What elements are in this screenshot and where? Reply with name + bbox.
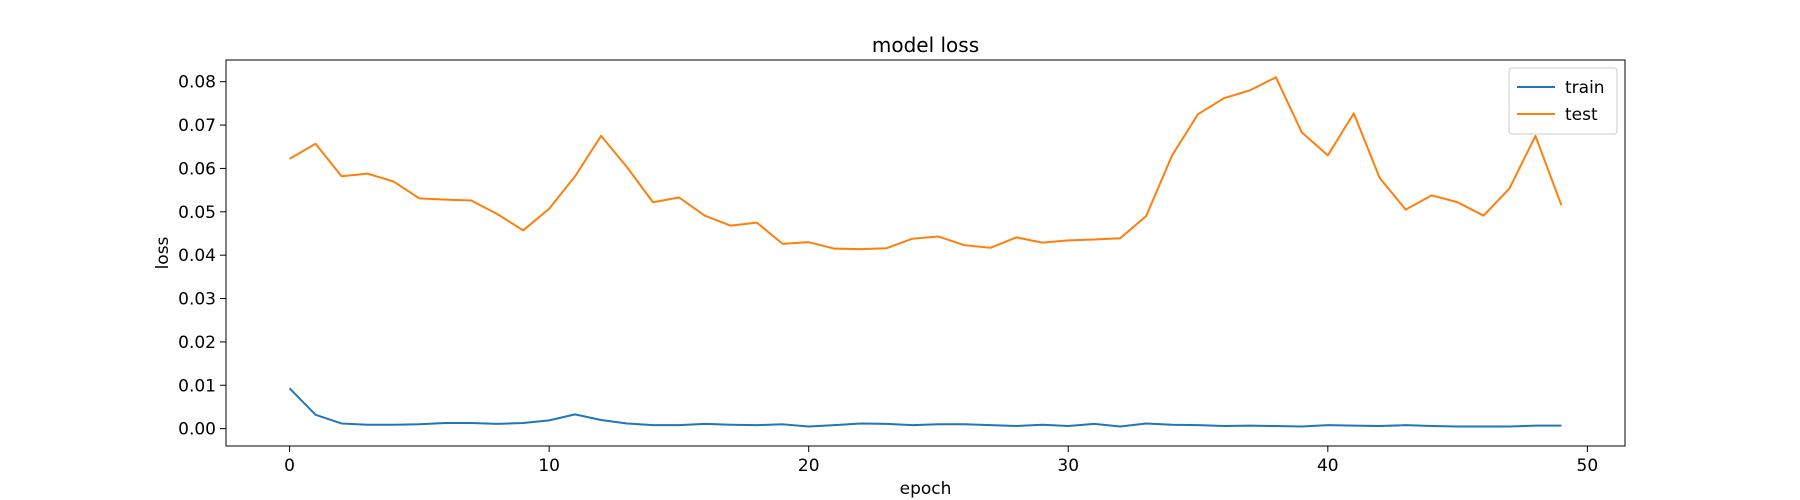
y-tick-label: 0.08 — [178, 73, 216, 93]
x-tick-label: 20 — [798, 456, 820, 476]
series-line-train — [288, 387, 1562, 428]
x-tick-label: 0 — [284, 456, 295, 476]
y-axis-title: loss — [153, 236, 173, 269]
series-line-test — [289, 76, 1563, 251]
y-tick-label: 0.05 — [178, 203, 216, 223]
y-tick-label: 0.01 — [178, 376, 216, 396]
series-layer — [288, 76, 1563, 428]
legend-label-train: train — [1565, 78, 1605, 98]
y-tick-label: 0.00 — [178, 420, 216, 440]
x-tick-label: 40 — [1317, 456, 1339, 476]
y-tick-label: 0.02 — [178, 333, 216, 353]
y-tick-label: 0.06 — [178, 159, 216, 179]
y-tick-label: 0.07 — [178, 116, 216, 136]
chart-title: model loss — [872, 33, 979, 57]
y-tick-label: 0.03 — [178, 290, 216, 310]
legend: train test — [1508, 67, 1618, 135]
ticks-layer: 0 10 20 30 40 50 0.00 0.01 0.02 0.03 0.04 0.05 0.06 0… — [178, 73, 1598, 476]
x-axis-title: epoch — [900, 479, 952, 499]
legend-label-test: test — [1565, 105, 1598, 125]
x-tick-label: 10 — [538, 456, 560, 476]
x-tick-label: 50 — [1577, 456, 1599, 476]
y-tick-label: 0.04 — [178, 246, 216, 266]
legend-box — [1508, 67, 1618, 135]
plot-frame — [225, 59, 1626, 447]
x-tick-label: 30 — [1057, 456, 1079, 476]
